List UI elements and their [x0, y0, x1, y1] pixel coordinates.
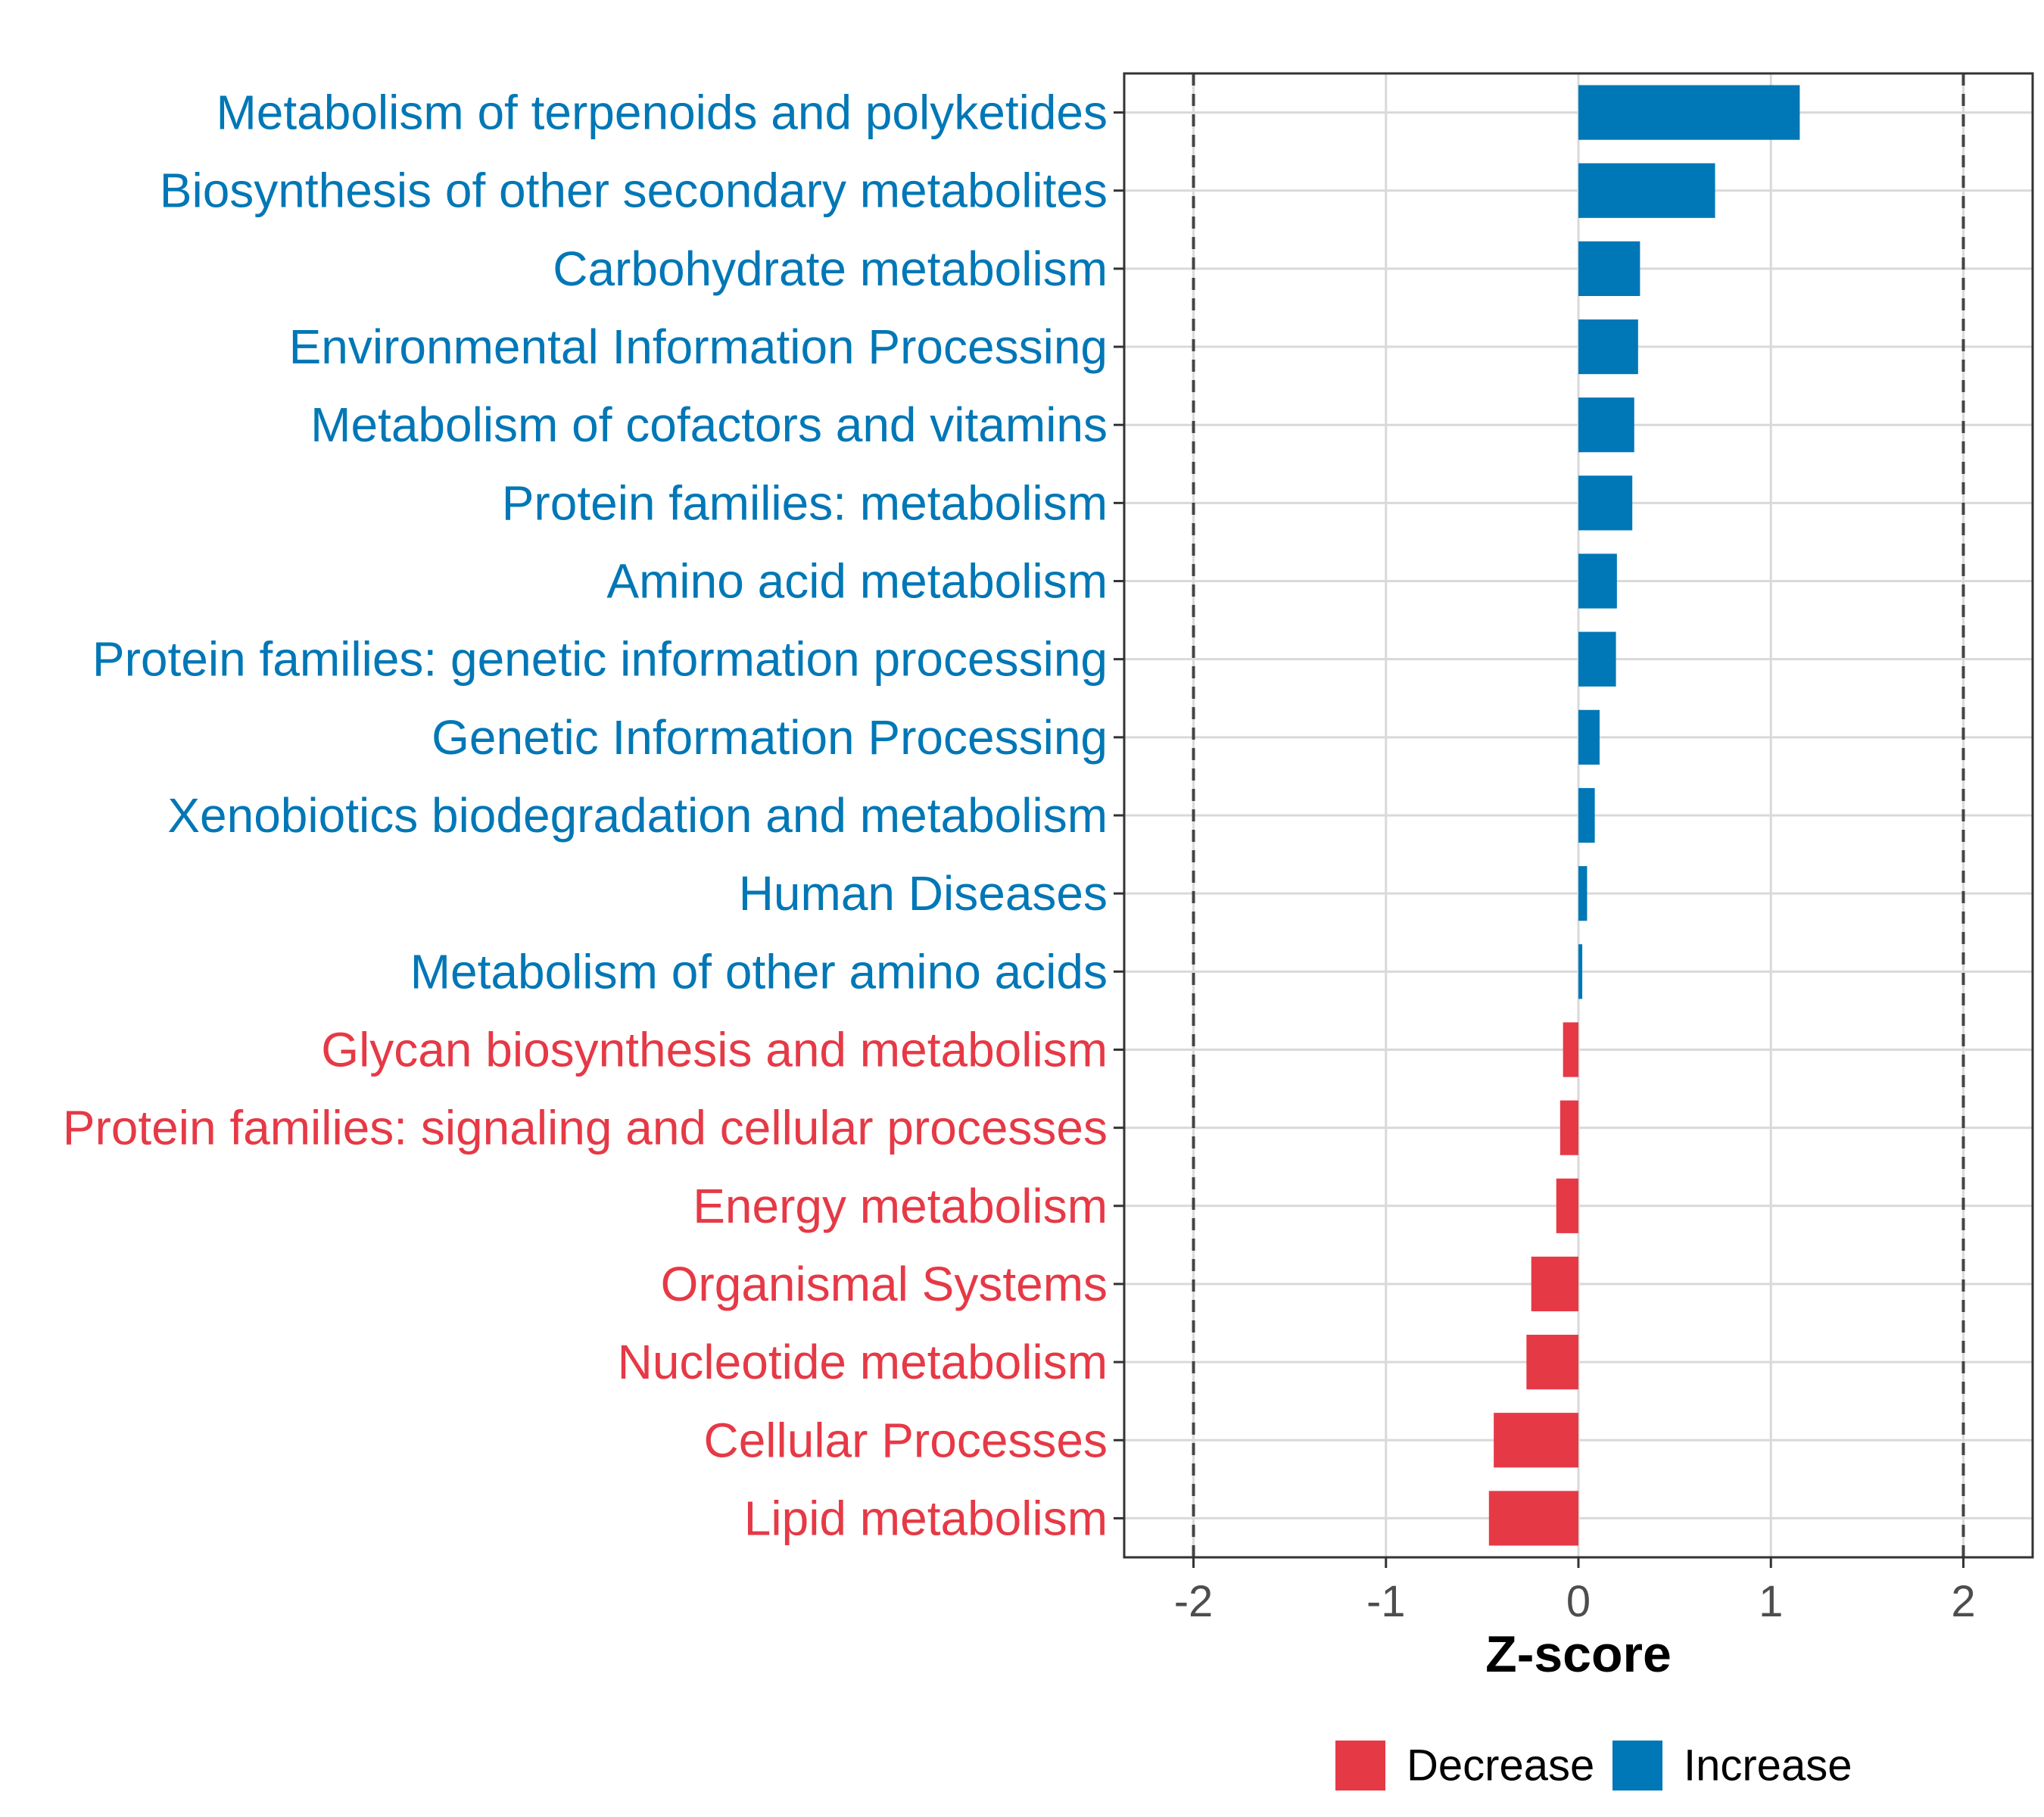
category-label-5: Protein families: metabolism — [502, 475, 1108, 530]
threshold-lines — [1192, 73, 1965, 1557]
legend-swatch-decrease — [1335, 1741, 1385, 1791]
bar-1 — [1578, 163, 1715, 218]
y-axis-category-labels: Metabolism of terpenoids and polyketides… — [63, 86, 1108, 1546]
bars — [1488, 85, 1800, 1546]
bar-3 — [1578, 319, 1638, 375]
category-label-1: Biosynthesis of other secondary metaboli… — [160, 164, 1108, 218]
x-tick-label-4: 2 — [1951, 1577, 1975, 1626]
x-tick-label-1: -1 — [1366, 1577, 1406, 1626]
bar-18 — [1488, 1491, 1578, 1546]
category-label-12: Glycan biosynthesis and metabolism — [321, 1022, 1108, 1077]
x-tick-label-3: 1 — [1759, 1577, 1783, 1626]
category-label-10: Human Diseases — [739, 866, 1108, 921]
bar-9 — [1578, 787, 1595, 843]
category-label-0: Metabolism of terpenoids and polyketides — [216, 86, 1108, 140]
category-label-7: Protein families: genetic information pr… — [92, 632, 1108, 687]
bar-8 — [1578, 709, 1600, 765]
category-label-13: Protein families: signaling and cellular… — [63, 1101, 1108, 1155]
category-label-9: Xenobiotics biodegradation and metabolis… — [167, 788, 1108, 843]
legend-label-increase: Increase — [1684, 1741, 1852, 1791]
bar-2 — [1578, 241, 1640, 296]
category-label-15: Organismal Systems — [661, 1257, 1108, 1311]
category-label-18: Lipid metabolism — [744, 1491, 1108, 1545]
bar-11 — [1578, 944, 1583, 999]
category-label-4: Metabolism of cofactors and vitamins — [310, 397, 1108, 452]
x-tick-label-0: -2 — [1174, 1577, 1214, 1626]
x-axis-ticks: -2 -1 0 1 2 — [1174, 1557, 1976, 1626]
bar-5 — [1578, 475, 1633, 531]
bar-0 — [1578, 85, 1800, 140]
category-label-16: Nucleotide metabolism — [618, 1335, 1108, 1389]
category-label-11: Metabolism of other amino acids — [410, 944, 1108, 999]
legend-swatch-increase — [1612, 1741, 1662, 1791]
bar-10 — [1578, 866, 1588, 921]
legend: Decrease Increase — [1335, 1741, 1852, 1791]
category-label-2: Carbohydrate metabolism — [553, 242, 1108, 296]
category-label-3: Environmental Information Processing — [289, 319, 1108, 374]
x-tick-label-2: 0 — [1566, 1577, 1591, 1626]
category-label-6: Amino acid metabolism — [606, 554, 1108, 609]
bar-13 — [1559, 1100, 1578, 1155]
category-label-17: Cellular Processes — [703, 1413, 1108, 1467]
x-axis-title: Z-score — [1485, 1625, 1672, 1683]
bar-12 — [1563, 1022, 1578, 1077]
category-label-14: Energy metabolism — [693, 1179, 1108, 1233]
bar-7 — [1578, 631, 1616, 687]
category-label-8: Genetic Information Processing — [432, 710, 1108, 765]
bar-14 — [1556, 1178, 1578, 1233]
bar-15 — [1531, 1256, 1578, 1312]
y-axis-ticks — [1114, 111, 1124, 1519]
bar-4 — [1578, 397, 1634, 453]
legend-label-decrease: Decrease — [1407, 1741, 1594, 1791]
bar-6 — [1578, 553, 1617, 609]
bar-16 — [1526, 1335, 1578, 1390]
bar-17 — [1494, 1413, 1578, 1468]
